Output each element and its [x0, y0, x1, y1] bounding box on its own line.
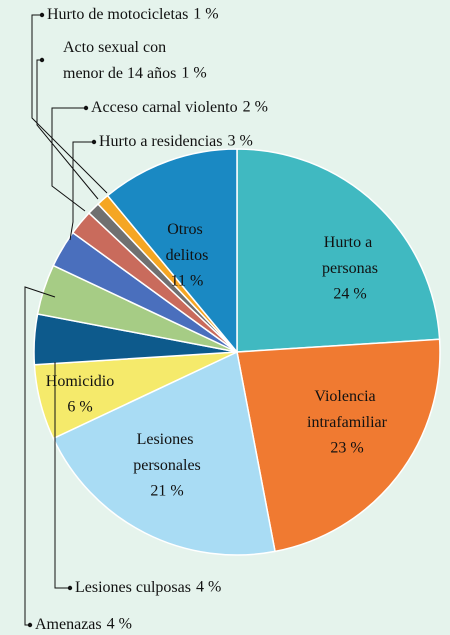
pie-slice	[106, 148, 238, 355]
leader-line	[36, 59, 99, 200]
slice-label: Homicidio	[46, 373, 114, 390]
leader-line	[24, 286, 56, 626]
leader-line	[51, 107, 86, 212]
slice-label: Acto sexual con menor de 14 años	[63, 39, 176, 82]
slice-label: Hurto a residencias	[99, 133, 223, 150]
label-line: delitos	[166, 247, 209, 264]
slice-label: Lesiones culposas	[75, 579, 191, 596]
value-label: 3 %	[228, 133, 253, 150]
label-line: Acto sexual con	[63, 39, 170, 56]
value-label: 23 %	[330, 440, 363, 457]
slice-label: Violencia intrafamiliar	[307, 388, 388, 431]
label-line: Homicidio	[46, 373, 114, 390]
pie-slice	[52, 350, 276, 556]
slice-label: Lesiones personales	[133, 431, 201, 474]
value-label: 24 %	[333, 286, 366, 303]
label-line: personas	[322, 260, 378, 277]
leader-line	[31, 14, 108, 194]
value-label: 4 %	[107, 616, 132, 633]
leader-dot	[67, 585, 73, 591]
slice-label: Amenazas	[35, 616, 102, 633]
value-label: 2 %	[243, 99, 268, 116]
label-line: intrafamiliar	[307, 414, 388, 431]
slice-label: Hurto de motocicletas	[47, 6, 188, 23]
value-label: 11 %	[171, 273, 204, 290]
label-line: Hurto a residencias	[99, 133, 223, 150]
label-line: personales	[133, 457, 201, 474]
value-label: 21 %	[150, 483, 183, 500]
pie-slice	[236, 338, 441, 553]
slice-label: Otros delitos	[166, 221, 209, 264]
value-label: 1 %	[193, 6, 218, 23]
leader-dot	[39, 12, 45, 18]
leader-dot	[83, 105, 89, 111]
pie-slice	[236, 148, 441, 353]
leader-line	[54, 362, 70, 589]
label-line: Violencia	[314, 388, 379, 405]
label-line: Acceso carnal violento	[91, 99, 238, 116]
label-line: Otros	[167, 221, 207, 238]
leader-dot	[27, 622, 33, 628]
slice-label: Hurto a personas	[322, 234, 378, 277]
label-line: Lesiones	[137, 431, 198, 448]
label-line: Hurto a	[324, 234, 376, 251]
leader-dot	[91, 139, 97, 145]
label-line: Hurto de motocicletas	[47, 6, 188, 23]
label-line: Lesiones culposas	[75, 579, 191, 596]
leader-line	[69, 141, 94, 241]
value-label: 1 %	[181, 65, 206, 82]
slice-label: Acceso carnal violento	[91, 99, 238, 116]
value-label: 4 %	[196, 579, 221, 596]
label-line: menor de 14 años	[63, 65, 176, 82]
label-line: Amenazas	[35, 616, 102, 633]
value-label: 6 %	[67, 399, 92, 416]
leader-dot	[39, 57, 45, 63]
